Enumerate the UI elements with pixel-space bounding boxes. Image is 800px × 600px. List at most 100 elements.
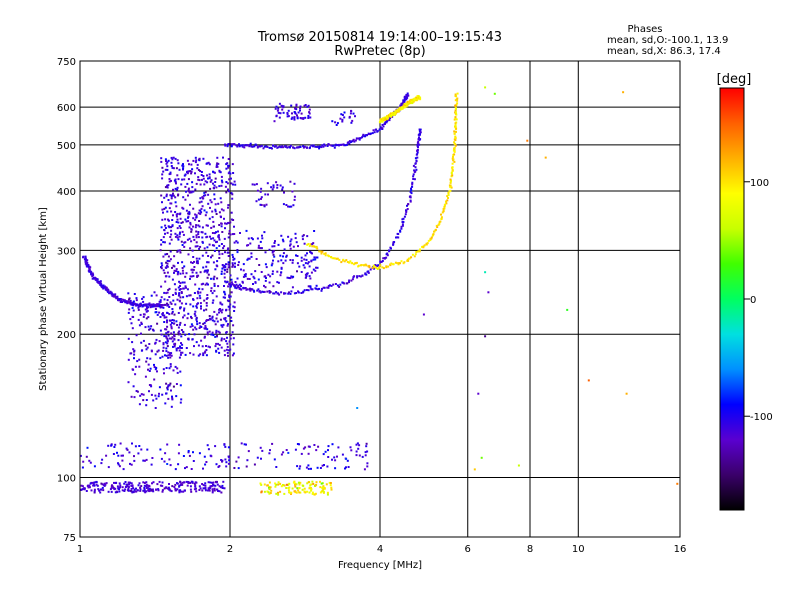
data-point [166, 342, 169, 345]
data-point [293, 118, 296, 121]
data-point [99, 491, 102, 494]
data-point [146, 307, 148, 310]
data-point [211, 491, 214, 494]
data-point [190, 315, 192, 318]
data-point [193, 238, 196, 241]
data-point [145, 487, 148, 489]
data-point [182, 163, 184, 166]
data-point [304, 116, 307, 119]
data-point [125, 483, 128, 486]
data-point [297, 245, 299, 248]
data-point [327, 286, 330, 289]
data-point [168, 384, 171, 387]
data-point [198, 452, 201, 455]
data-point [309, 250, 312, 253]
data-point [436, 226, 439, 228]
data-point [210, 287, 213, 290]
data-point [252, 283, 254, 285]
data-point [400, 260, 403, 263]
data-point [386, 252, 389, 255]
data-point [210, 226, 213, 229]
data-point [253, 463, 256, 466]
data-point [205, 265, 208, 268]
data-point [249, 242, 252, 245]
data-point [410, 189, 413, 191]
data-point [251, 238, 254, 241]
data-point [158, 340, 161, 343]
data-point [440, 213, 442, 216]
data-point [189, 277, 191, 280]
data-point [232, 172, 235, 174]
data-point [278, 102, 281, 105]
data-point [142, 393, 145, 396]
data-point [255, 258, 258, 260]
data-point [367, 271, 370, 274]
data-point [246, 459, 249, 462]
data-point [178, 330, 181, 333]
data-point [236, 241, 239, 244]
data-point [309, 116, 312, 119]
data-point [195, 216, 198, 219]
data-point [80, 454, 82, 457]
data-point [451, 169, 454, 172]
data-point [208, 163, 211, 166]
data-point [180, 398, 183, 401]
data-point [310, 488, 313, 491]
data-point [218, 253, 221, 256]
data-point [181, 221, 184, 224]
data-point [184, 285, 187, 288]
data-point [139, 304, 142, 307]
data-point [202, 467, 204, 470]
data-point [377, 264, 380, 267]
data-point [164, 168, 167, 171]
data-point [97, 281, 100, 284]
data-point [267, 273, 270, 276]
data-point [218, 485, 221, 488]
data-point [185, 272, 188, 275]
data-point [180, 335, 183, 338]
data-point [257, 288, 260, 291]
data-point [315, 266, 317, 269]
data-point [124, 488, 127, 491]
data-point [180, 347, 183, 349]
data-point [163, 321, 166, 323]
data-point [160, 243, 163, 246]
data-point [125, 447, 128, 450]
data-point [277, 491, 279, 494]
data-point [195, 306, 198, 309]
data-point [244, 287, 247, 289]
data-point [320, 289, 323, 292]
data-point [278, 116, 281, 119]
data-point [179, 282, 182, 285]
data-point [252, 275, 255, 278]
data-point [202, 352, 205, 355]
data-point [177, 286, 180, 289]
data-point [303, 490, 306, 493]
data-point [218, 185, 221, 188]
data-point [445, 200, 447, 203]
data-point [224, 227, 226, 230]
data-point [163, 314, 166, 317]
data-point [213, 239, 216, 242]
data-point [102, 489, 105, 492]
data-point [167, 385, 170, 388]
data-point [346, 261, 349, 263]
data-point [179, 272, 182, 275]
data-point [310, 467, 312, 470]
data-point [297, 489, 300, 492]
data-point [355, 454, 358, 457]
data-point [214, 181, 217, 183]
data-point [214, 445, 217, 448]
data-point [158, 386, 161, 389]
data-point [421, 245, 423, 248]
data-point [161, 393, 164, 396]
data-point [292, 481, 295, 484]
data-point [102, 286, 105, 289]
data-point [419, 98, 422, 101]
data-point [309, 277, 312, 280]
data-point [202, 484, 205, 487]
data-point [328, 481, 331, 484]
data-point [162, 342, 165, 345]
data-point [286, 112, 289, 114]
data-point [271, 251, 274, 254]
